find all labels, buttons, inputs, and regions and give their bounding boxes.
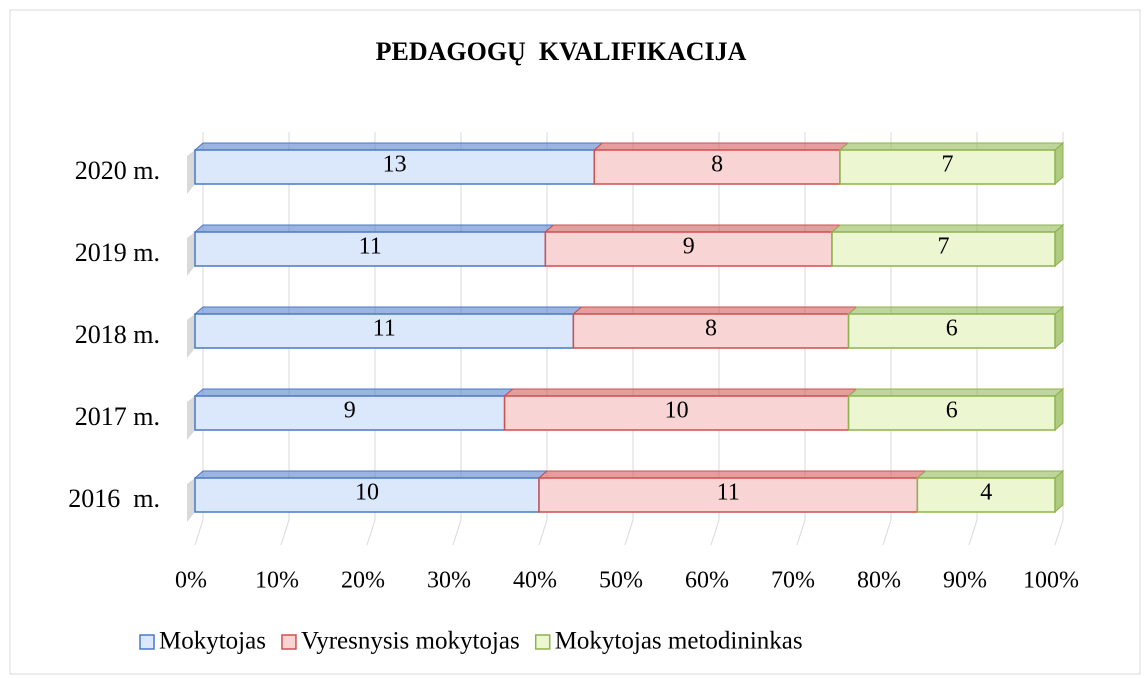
data-label: 7	[942, 152, 954, 178]
data-label: 8	[705, 316, 717, 342]
bar-top	[503, 388, 858, 397]
bar-top	[544, 224, 842, 233]
data-label: 10	[355, 480, 379, 506]
bar-top	[838, 142, 1065, 151]
bar-top	[193, 224, 555, 233]
legend-swatch	[281, 634, 297, 650]
bar	[916, 477, 1056, 513]
data-label: 4	[980, 480, 992, 506]
data-label: 6	[946, 316, 958, 342]
bar	[194, 395, 506, 431]
bar-side	[1054, 387, 1064, 432]
bar-top	[193, 142, 604, 151]
bar	[194, 313, 575, 349]
bar-top	[916, 470, 1065, 479]
bar-top	[193, 388, 514, 397]
y-tick-label: 2018 m.	[75, 320, 160, 349]
x-tick-label: 80%	[857, 568, 901, 594]
bar	[194, 231, 547, 267]
data-label: 8	[711, 152, 723, 178]
data-label: 11	[359, 234, 382, 260]
bar	[544, 231, 833, 267]
bar-shadow	[187, 232, 195, 276]
legend-swatch	[139, 634, 155, 650]
x-tick-label: 100%	[1023, 568, 1079, 594]
bar	[839, 149, 1056, 185]
bar-side	[1054, 141, 1064, 186]
data-label: 11	[717, 480, 740, 506]
x-tick-label: 70%	[771, 568, 815, 594]
bar	[847, 395, 1056, 431]
x-tick-label: 50%	[599, 568, 643, 594]
bar-top	[830, 224, 1065, 233]
bar-side	[1054, 223, 1064, 268]
legend-label: Mokytojas	[159, 628, 266, 655]
x-tick-label: 20%	[341, 568, 385, 594]
x-tick-label: 90%	[943, 568, 987, 594]
legend-swatch	[534, 634, 551, 650]
bar	[831, 231, 1056, 267]
bar-shadow	[187, 478, 195, 522]
bar-top	[592, 142, 850, 151]
bar	[194, 149, 596, 185]
legend-label: Vyresnysis mokytojas	[301, 628, 520, 655]
x-tick-label: 10%	[255, 568, 299, 594]
bar-shadow	[187, 314, 195, 358]
data-label: 9	[683, 234, 695, 260]
bar-top	[537, 470, 927, 479]
bar-top	[193, 470, 549, 479]
bar-shadow	[187, 150, 195, 194]
data-label: 9	[344, 398, 356, 424]
y-tick-label: 2016 m.	[68, 484, 160, 513]
bar-top	[847, 388, 1065, 397]
y-tick-label: 2020 m.	[75, 156, 160, 185]
chart-title: PEDAGOGŲ KVALIFIKACIJA	[376, 37, 747, 66]
data-label: 6	[946, 398, 958, 424]
data-label: 10	[665, 398, 689, 424]
data-label: 7	[938, 234, 950, 260]
x-tick-label: 0%	[175, 568, 207, 594]
x-tick-label: 40%	[513, 568, 557, 594]
bar-top	[572, 306, 858, 315]
bar-top	[193, 306, 583, 315]
y-tick-label: 2019 m.	[75, 238, 160, 267]
bar	[572, 313, 850, 349]
y-tick-label: 2017 m.	[75, 402, 160, 431]
bar-shadow	[187, 396, 195, 440]
grid-line	[1054, 132, 1064, 546]
x-tick-label: 60%	[685, 568, 729, 594]
bar-top	[847, 306, 1065, 315]
data-label: 13	[383, 152, 407, 178]
bar-side	[1054, 305, 1064, 350]
bar	[847, 313, 1056, 349]
data-label: 11	[373, 316, 396, 342]
x-tick-label: 30%	[427, 568, 471, 594]
bar-side	[1054, 469, 1064, 514]
legend-label: Mokytojas metodininkas	[555, 628, 803, 655]
